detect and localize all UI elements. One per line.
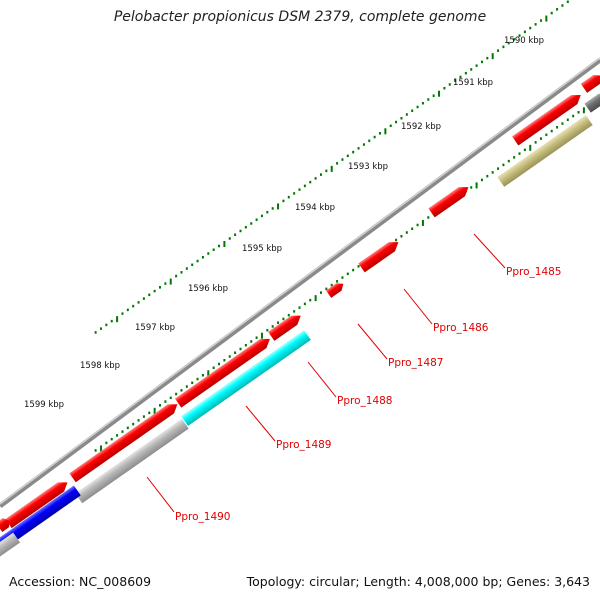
gene-label: Ppro_1488: [337, 395, 392, 407]
callout-line: [307, 361, 337, 398]
scale-label: 1591 kbp: [453, 78, 493, 88]
gene-feature: [75, 418, 189, 504]
accession-text: Accession: NC_008609: [9, 574, 152, 589]
gene-feature: [512, 95, 581, 146]
gene-feature: [428, 187, 469, 218]
gene-label: Ppro_1489: [276, 439, 331, 451]
gene-label: Ppro_1487: [388, 357, 443, 369]
gene-feature: [0, 532, 21, 558]
callout-line: [403, 288, 433, 325]
gene-feature-shape: [584, 93, 600, 113]
gene-feature: [5, 482, 68, 529]
backbone-highlight: [0, 57, 600, 505]
gene-feature-shape: [268, 315, 301, 341]
gene-feature-shape: [326, 283, 344, 298]
gene-feature: [0, 485, 81, 551]
gene-label: Ppro_1486: [433, 322, 489, 334]
gene-feature: [497, 115, 593, 187]
gene-feature-shape: [174, 338, 270, 408]
gene-feature: [584, 93, 600, 113]
gene-label: Ppro_1485: [506, 266, 561, 278]
scale-label: 1590 kbp: [504, 36, 544, 46]
map-title: Pelobacter propionicus DSM 2379, complet…: [113, 9, 487, 25]
scale-label: 1598 kbp: [80, 361, 120, 371]
gene-feature: [358, 242, 399, 273]
gene-feature-shape: [497, 115, 593, 187]
scale-ticks: [94, 0, 569, 334]
genome-stats-text: Topology: circular; Length: 4,008,000 bp…: [246, 574, 590, 589]
gene-feature-shape: [580, 74, 600, 93]
gene-feature-shape: [428, 187, 469, 218]
gene-feature: [69, 404, 178, 483]
callout-line: [245, 405, 276, 442]
gene-feature: [326, 283, 344, 298]
gene-callouts: Ppro_1485 Ppro_1486 Ppro_1487 Ppro_1488 Ppro…: [146, 233, 561, 523]
gene-feature: [0, 518, 10, 532]
gene-feature-shape: [0, 532, 21, 558]
gene-feature: [174, 338, 270, 408]
scale-label: 1596 kbp: [188, 284, 228, 294]
gene-feature: [580, 74, 600, 93]
gene-feature-shape: [181, 330, 311, 426]
callout-line: [473, 233, 506, 269]
gene-feature-shape: [69, 404, 178, 483]
gene-feature: [268, 315, 301, 341]
scale-label: 1595 kbp: [242, 244, 282, 254]
scale-label: 1593 kbp: [348, 162, 388, 172]
backbone-line: [0, 57, 600, 509]
scale-labels: 1590 kbp 1591 kbp 1592 kbp 1593 kbp 1594 kbp…: [24, 36, 544, 410]
callout-line: [357, 323, 388, 360]
gene-feature-shape: [512, 95, 581, 146]
scale-label: 1599 kbp: [24, 400, 64, 410]
gene-feature-shape: [358, 242, 399, 273]
gene-label: Ppro_1490: [175, 511, 230, 523]
gene-feature-shape: [0, 518, 10, 532]
backbone-ring: [0, 57, 600, 509]
gene-features: [0, 74, 600, 558]
gene-feature-shape: [75, 418, 189, 504]
callout-line: [146, 476, 175, 513]
scale-label: 1592 kbp: [401, 122, 441, 132]
scale-label: 1594 kbp: [295, 203, 335, 213]
gene-feature-shape: [0, 485, 81, 551]
gene-feature: [181, 330, 311, 426]
scale-label: 1597 kbp: [135, 323, 175, 333]
gene-feature-shape: [5, 482, 68, 529]
